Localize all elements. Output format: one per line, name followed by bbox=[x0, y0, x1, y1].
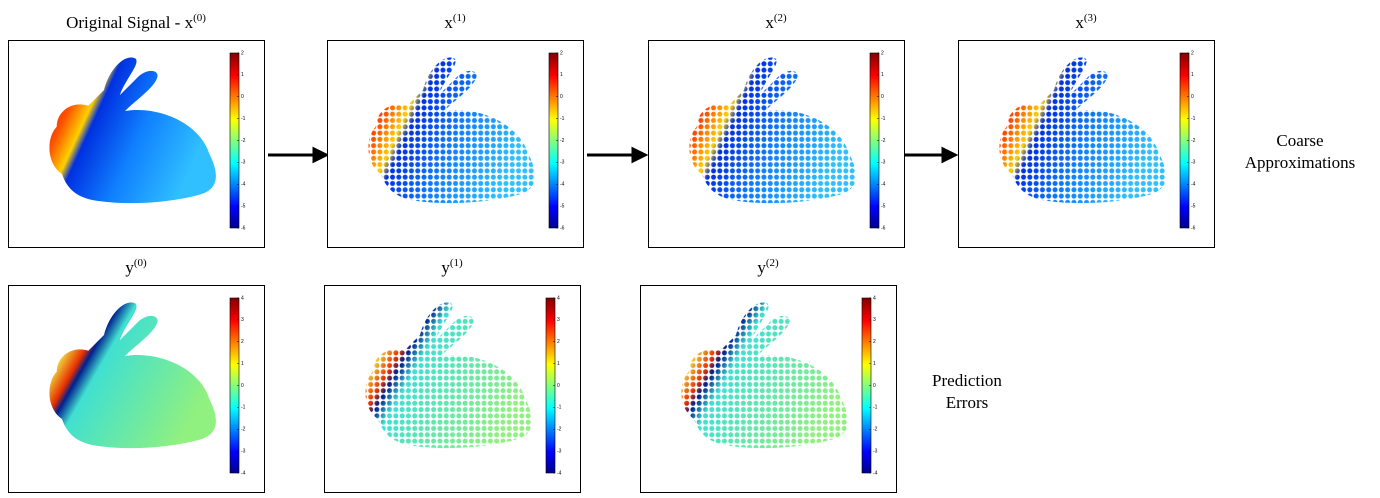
colorbar-tick-label: -5 bbox=[241, 203, 246, 209]
colorbar-tick-label: -5 bbox=[560, 203, 565, 209]
panel-title: x(3) bbox=[1075, 12, 1097, 32]
panel-title: Original Signal - x(0) bbox=[66, 12, 206, 32]
row-label: Prediction bbox=[932, 371, 1002, 390]
colorbar-tick-label: -1 bbox=[881, 116, 886, 122]
colorbar-tick-label: -3 bbox=[557, 448, 562, 454]
title-text: x bbox=[765, 13, 774, 32]
title-text: Original Signal - x bbox=[66, 13, 194, 32]
panel-title: y(2) bbox=[757, 257, 779, 277]
colorbar-tick-label: -4 bbox=[241, 182, 246, 188]
panel: x(3) 2 1 0 -1 -2 -3 -4 -5 -6 bbox=[958, 12, 1215, 248]
colorbar-tick-label: 1 bbox=[241, 72, 244, 78]
colorbar-tick-label: 0 bbox=[560, 94, 563, 100]
colorbar-tick-label: -4 bbox=[873, 470, 878, 476]
title-text: x bbox=[444, 13, 453, 32]
colorbar-tick-label: 1 bbox=[557, 361, 560, 367]
colorbar-tick-label: -3 bbox=[873, 448, 878, 454]
colorbar-tick-label: -2 bbox=[881, 138, 886, 144]
colorbar-tick-label: -6 bbox=[1191, 225, 1196, 231]
colorbar-tick-label: 4 bbox=[557, 295, 560, 301]
panel: x(2) 2 1 0 -1 -2 -3 -4 -5 -6 bbox=[648, 12, 905, 248]
colorbar-tick-label: 0 bbox=[557, 383, 560, 389]
colorbar-tick-label: 4 bbox=[873, 295, 876, 301]
colorbar-tick-label: -2 bbox=[560, 138, 565, 144]
title-sup: (0) bbox=[193, 12, 206, 24]
row-label: Coarse bbox=[1276, 131, 1323, 150]
colorbar-tick-label: -5 bbox=[881, 203, 886, 209]
title-text: y bbox=[757, 258, 766, 277]
colorbar-tick-label: 3 bbox=[873, 317, 876, 323]
title-sup: (2) bbox=[766, 257, 779, 269]
colorbar-tick-label: -4 bbox=[557, 470, 562, 476]
colorbar-tick-label: -4 bbox=[560, 182, 565, 188]
colorbar-tick-label: 2 bbox=[557, 339, 560, 345]
colorbar-tick-label: -6 bbox=[881, 225, 886, 231]
colorbar-tick-label: 1 bbox=[241, 361, 244, 367]
colorbar-tick-label: 3 bbox=[557, 317, 560, 323]
colorbar-tick-label: -1 bbox=[241, 116, 246, 122]
colorbar-tick-label: -2 bbox=[557, 427, 562, 433]
panel-title: x(2) bbox=[765, 12, 787, 32]
panel: y(0) 4 3 2 1 0 -1 -2 -3 -4 bbox=[8, 257, 265, 493]
panel-title: y(0) bbox=[125, 257, 147, 277]
colorbar-tick-label: 0 bbox=[873, 383, 876, 389]
colorbar-tick-label: 1 bbox=[1191, 72, 1194, 78]
row-label: Approximations bbox=[1245, 153, 1356, 172]
colorbar-tick-label: -1 bbox=[241, 405, 246, 411]
panel: x(1) 2 1 0 -1 -2 -3 -4 -5 -6 bbox=[327, 12, 584, 248]
title-text: x bbox=[1075, 13, 1084, 32]
colorbar-tick-label: 0 bbox=[241, 383, 244, 389]
colorbar-tick-label: -1 bbox=[1191, 116, 1196, 122]
colorbar-tick-label: -2 bbox=[873, 427, 878, 433]
title-text: y bbox=[441, 258, 450, 277]
colorbar-tick-label: -2 bbox=[241, 427, 246, 433]
colorbar-tick-label: 0 bbox=[1191, 94, 1194, 100]
panel: y(2) 4 3 2 1 0 -1 -2 -3 -4 bbox=[640, 257, 897, 493]
colorbar-tick-label: 2 bbox=[881, 50, 884, 56]
title-sup: (1) bbox=[450, 257, 463, 269]
colorbar-tick-label: 2 bbox=[241, 50, 244, 56]
colorbar-tick-label: -3 bbox=[241, 448, 246, 454]
colorbar-tick-label: -3 bbox=[881, 160, 886, 166]
panel: Original Signal - x(0) 2 1 0 -1 -2 -3 -4 -5 -6 bbox=[8, 12, 265, 248]
colorbar-tick-label: 0 bbox=[881, 94, 884, 100]
colorbar-tick-label: -3 bbox=[560, 160, 565, 166]
title-sup: (1) bbox=[453, 12, 466, 24]
title-sup: (0) bbox=[134, 257, 147, 269]
colorbar-tick-label: 2 bbox=[873, 339, 876, 345]
colorbar-tick-label: -3 bbox=[241, 160, 246, 166]
colorbar-tick-label: -2 bbox=[1191, 138, 1196, 144]
colorbar-tick-label: 2 bbox=[241, 339, 244, 345]
title-sup: (3) bbox=[1084, 12, 1097, 24]
colorbar-tick-label: 1 bbox=[881, 72, 884, 78]
colorbar-tick-label: -1 bbox=[560, 116, 565, 122]
row-label: Errors bbox=[946, 393, 988, 412]
panel: y(1) 4 3 2 1 0 -1 -2 -3 -4 bbox=[324, 257, 581, 493]
colorbar-tick-label: 2 bbox=[560, 50, 563, 56]
title-sup: (2) bbox=[774, 12, 787, 24]
colorbar-tick-label: -1 bbox=[873, 405, 878, 411]
panel-title: y(1) bbox=[441, 257, 463, 277]
colorbar-tick-label: -3 bbox=[1191, 160, 1196, 166]
colorbar-tick-label: 1 bbox=[873, 361, 876, 367]
colorbar-tick-label: 0 bbox=[241, 94, 244, 100]
colorbar-tick-label: -5 bbox=[1191, 203, 1196, 209]
panel-title: x(1) bbox=[444, 12, 466, 32]
colorbar-tick-label: 4 bbox=[241, 295, 244, 301]
colorbar-tick-label: -4 bbox=[241, 470, 246, 476]
colorbar-tick-label: -4 bbox=[1191, 182, 1196, 188]
colorbar-tick-label: -1 bbox=[557, 405, 562, 411]
colorbar-tick-label: -4 bbox=[881, 182, 886, 188]
colorbar-tick-label: 3 bbox=[241, 317, 244, 323]
colorbar-tick-label: -2 bbox=[241, 138, 246, 144]
title-text: y bbox=[125, 258, 134, 277]
arrows bbox=[268, 146, 959, 164]
colorbar-tick-label: -6 bbox=[241, 225, 246, 231]
colorbar-tick-label: -6 bbox=[560, 225, 565, 231]
colorbar-tick-label: 1 bbox=[560, 72, 563, 78]
colorbar-tick-label: 2 bbox=[1191, 50, 1194, 56]
